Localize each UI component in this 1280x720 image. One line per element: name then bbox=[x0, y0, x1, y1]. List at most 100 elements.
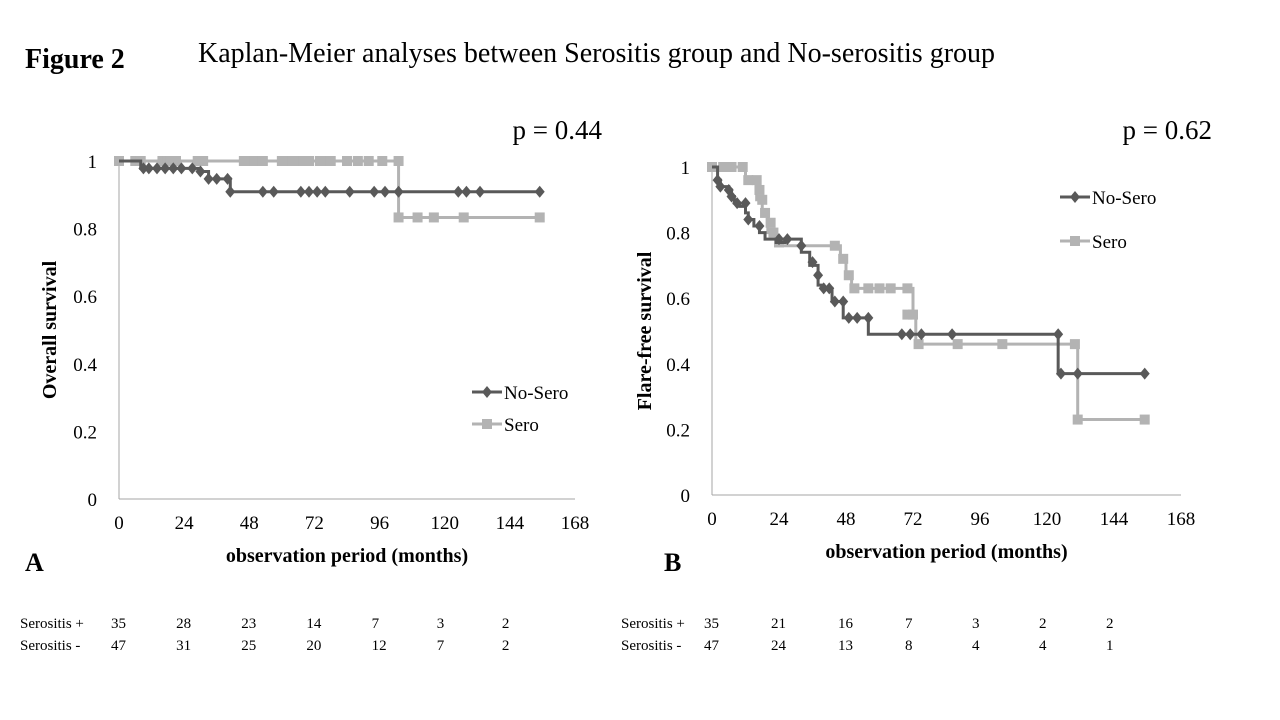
risk-count: 7 bbox=[436, 638, 445, 654]
risk-count: 2 bbox=[1039, 616, 1047, 632]
censor-mark-no-sero bbox=[1055, 367, 1066, 380]
censor-mark-sero bbox=[428, 212, 439, 223]
y-tick-label: 0.4 bbox=[73, 355, 97, 376]
censor-mark-sero bbox=[393, 156, 404, 166]
censor-mark-no-sero bbox=[1139, 367, 1150, 380]
censor-mark-no-sero bbox=[160, 162, 171, 175]
y-axis-title: Overall survival bbox=[39, 260, 61, 399]
risk-count: 25 bbox=[241, 638, 257, 654]
censor-mark-no-sero bbox=[320, 185, 331, 198]
censor-mark-no-sero bbox=[203, 172, 214, 185]
p-value: p = 0.62 bbox=[1123, 115, 1212, 145]
censor-mark-no-sero bbox=[295, 185, 306, 198]
censor-mark-no-sero bbox=[461, 185, 472, 198]
censor-mark-sero bbox=[902, 309, 913, 320]
risk-count: 24 bbox=[771, 638, 786, 654]
risk-count: 2 bbox=[501, 638, 510, 654]
censor-mark-sero bbox=[534, 212, 545, 223]
x-tick-label: 24 bbox=[175, 513, 195, 534]
censor-mark-sero bbox=[244, 156, 255, 166]
censor-mark-no-sero bbox=[863, 311, 874, 324]
x-axis-title: observation period (months) bbox=[825, 541, 1067, 563]
risk-count: 35 bbox=[111, 616, 126, 632]
risk-row-label: Serositis - bbox=[20, 638, 81, 654]
risk-count: 23 bbox=[241, 616, 257, 632]
y-tick-label: 0.2 bbox=[666, 420, 690, 441]
censor-mark-no-sero bbox=[304, 185, 314, 198]
censor-mark-no-sero bbox=[813, 269, 824, 282]
x-tick-label: 168 bbox=[561, 513, 590, 534]
censor-mark-sero bbox=[913, 339, 924, 350]
censor-mark-sero bbox=[412, 212, 423, 223]
x-tick-label: 24 bbox=[770, 509, 790, 530]
censor-mark-no-sero bbox=[195, 165, 206, 178]
censor-mark-sero bbox=[760, 207, 771, 218]
censor-mark-no-sero bbox=[453, 185, 464, 198]
x-tick-label: 0 bbox=[114, 513, 124, 534]
censor-mark-no-sero bbox=[1072, 367, 1083, 380]
censor-mark-sero bbox=[765, 217, 776, 228]
censor-mark-no-sero bbox=[1053, 328, 1064, 341]
censor-mark-no-sero bbox=[176, 162, 187, 175]
censor-mark-no-sero bbox=[754, 220, 765, 233]
x-tick-label: 0 bbox=[707, 509, 717, 530]
x-tick-label: 96 bbox=[971, 509, 990, 530]
risk-count: 14 bbox=[306, 616, 322, 632]
censor-mark-sero bbox=[829, 240, 840, 251]
risk-count: 31 bbox=[176, 638, 192, 654]
chart-a: 0 24 48 72 96 120 144 168 0 0.2 0.4 0.6 0.8 1 observat… bbox=[39, 115, 602, 567]
y-tick-label: 0.2 bbox=[73, 422, 97, 443]
risk-count: 7 bbox=[905, 616, 913, 632]
censor-mark-sero bbox=[863, 283, 874, 294]
censor-mark-no-sero bbox=[743, 213, 754, 226]
censor-mark-no-sero bbox=[896, 328, 907, 341]
censor-mark-no-sero bbox=[782, 233, 793, 246]
risk-count: 4 bbox=[972, 638, 980, 654]
censor-mark-sero bbox=[192, 156, 203, 166]
legend-label: No-Sero bbox=[504, 383, 568, 404]
censor-mark-sero bbox=[743, 175, 754, 186]
legend-marker-sero bbox=[1070, 236, 1080, 246]
censor-mark-no-sero bbox=[168, 162, 179, 175]
risk-row-label: Serositis + bbox=[621, 616, 685, 632]
censor-mark-sero bbox=[726, 162, 737, 172]
x-tick-label: 72 bbox=[305, 513, 324, 534]
censor-mark-no-sero bbox=[225, 185, 236, 198]
censor-mark-sero bbox=[458, 212, 469, 223]
censor-mark-sero bbox=[276, 156, 287, 166]
censor-mark-sero bbox=[393, 212, 404, 223]
censor-mark-sero bbox=[751, 175, 762, 186]
chart-b: 0 24 48 72 96 120 144 168 0 0.2 0.4 0.6 0.8 1 observat… bbox=[634, 115, 1212, 563]
censor-mark-sero bbox=[1139, 414, 1150, 425]
censor-mark-sero bbox=[298, 156, 309, 166]
risk-count: 28 bbox=[176, 616, 192, 632]
censor-mark-sero bbox=[952, 339, 963, 350]
km-line-sero bbox=[712, 165, 1145, 422]
censor-mark-no-sero bbox=[312, 185, 323, 198]
x-tick-label: 48 bbox=[837, 509, 856, 530]
y-tick-label: 0 bbox=[88, 490, 98, 511]
censor-mark-no-sero bbox=[807, 256, 818, 269]
censor-mark-sero bbox=[352, 156, 363, 166]
censor-mark-sero bbox=[902, 283, 913, 294]
censor-mark-sero bbox=[908, 309, 918, 320]
censor-mark-no-sero bbox=[152, 162, 162, 175]
legend-marker-no-sero bbox=[482, 386, 492, 398]
censor-mark-sero bbox=[304, 156, 314, 166]
risk-row-label: Serositis - bbox=[621, 638, 682, 654]
censor-mark-sero bbox=[874, 283, 885, 294]
censor-mark-sero bbox=[1069, 339, 1080, 350]
y-tick-label: 1 bbox=[681, 158, 691, 179]
censor-mark-sero bbox=[885, 283, 896, 294]
legend-marker-no-sero bbox=[1070, 191, 1080, 203]
risk-count: 21 bbox=[771, 616, 786, 632]
censor-mark-sero bbox=[737, 162, 748, 172]
y-tick-label: 0.4 bbox=[666, 355, 690, 376]
y-axis-title: Flare-free survival bbox=[634, 251, 656, 410]
censor-mark-sero bbox=[325, 156, 336, 166]
censor-mark-sero bbox=[377, 156, 388, 166]
censor-mark-no-sero bbox=[475, 185, 485, 198]
censor-mark-sero bbox=[165, 156, 176, 166]
risk-count: 4 bbox=[1039, 638, 1047, 654]
risk-count: 16 bbox=[838, 616, 853, 632]
